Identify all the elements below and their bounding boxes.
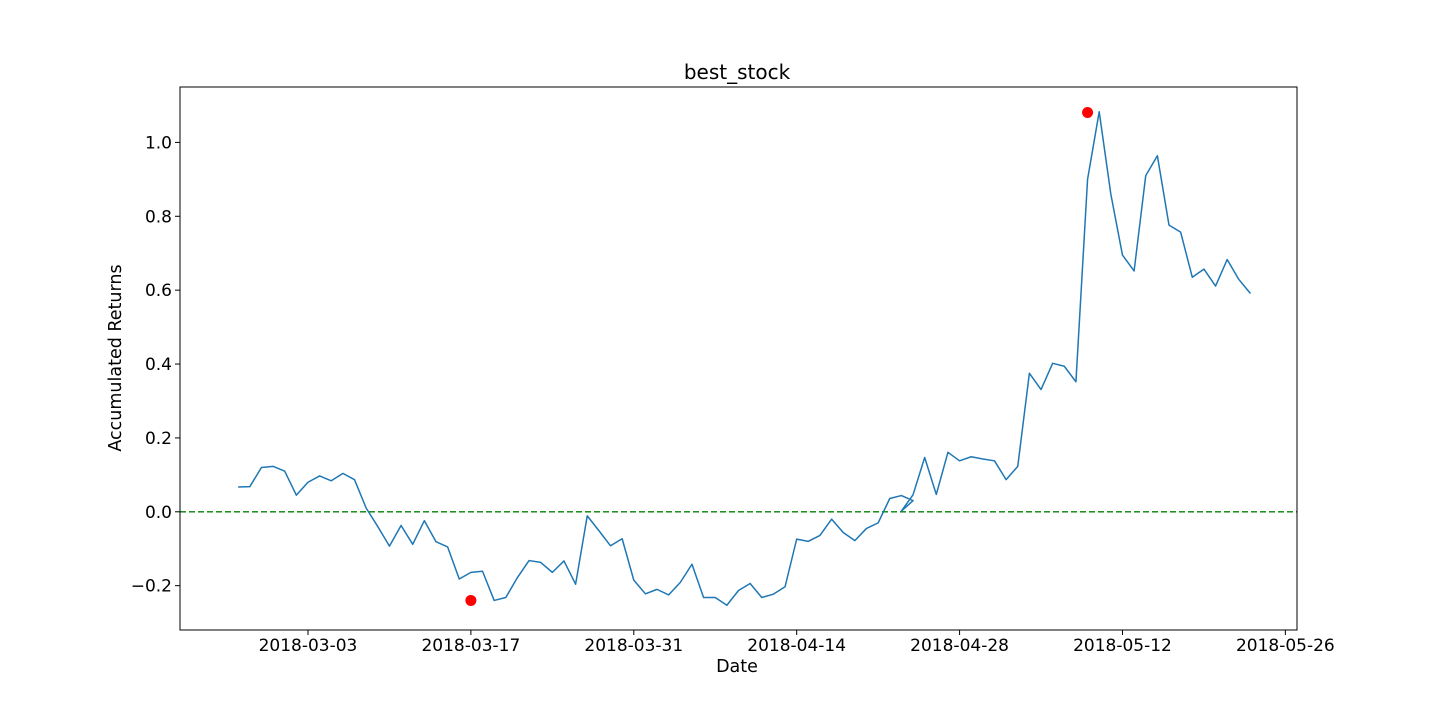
x-tick-label: 2018-04-28: [910, 636, 1009, 656]
y-axis: −0.2 0.0 0.2 0.4 0.6 0.8 1.0: [131, 133, 180, 597]
x-axis-label: Date: [716, 657, 758, 677]
y-tick-label: 0.4: [145, 355, 172, 375]
y-tick-label: 1.0: [145, 133, 172, 153]
plot-area: [179, 86, 1298, 631]
y-tick-label: 0.8: [145, 207, 172, 227]
x-tick-label: 2018-04-14: [747, 636, 846, 656]
x-tick-label: 2018-03-17: [421, 636, 520, 656]
y-axis-label: Accumulated Returns: [106, 264, 126, 451]
series-line-1: [238, 111, 1252, 606]
y-tick-label: 0.0: [145, 503, 172, 523]
x-tick-label: 2018-05-26: [1236, 636, 1335, 656]
x-tick-label: 2018-03-31: [584, 636, 683, 656]
y-tick-label: 0.6: [145, 281, 172, 301]
x-axis: 2018-03-03 2018-03-17 2018-03-31 2018-04-14…: [259, 630, 1335, 656]
axes-frame: [179, 86, 1298, 631]
y-tick-label: −0.2: [131, 577, 172, 597]
min-point-marker: [465, 594, 477, 606]
x-tick-label: 2018-05-12: [1073, 636, 1172, 656]
max-point-marker: [1082, 106, 1094, 118]
chart-title: best_stock: [684, 60, 791, 84]
x-tick-label: 2018-03-03: [259, 636, 358, 656]
y-tick-label: 0.2: [145, 429, 172, 449]
